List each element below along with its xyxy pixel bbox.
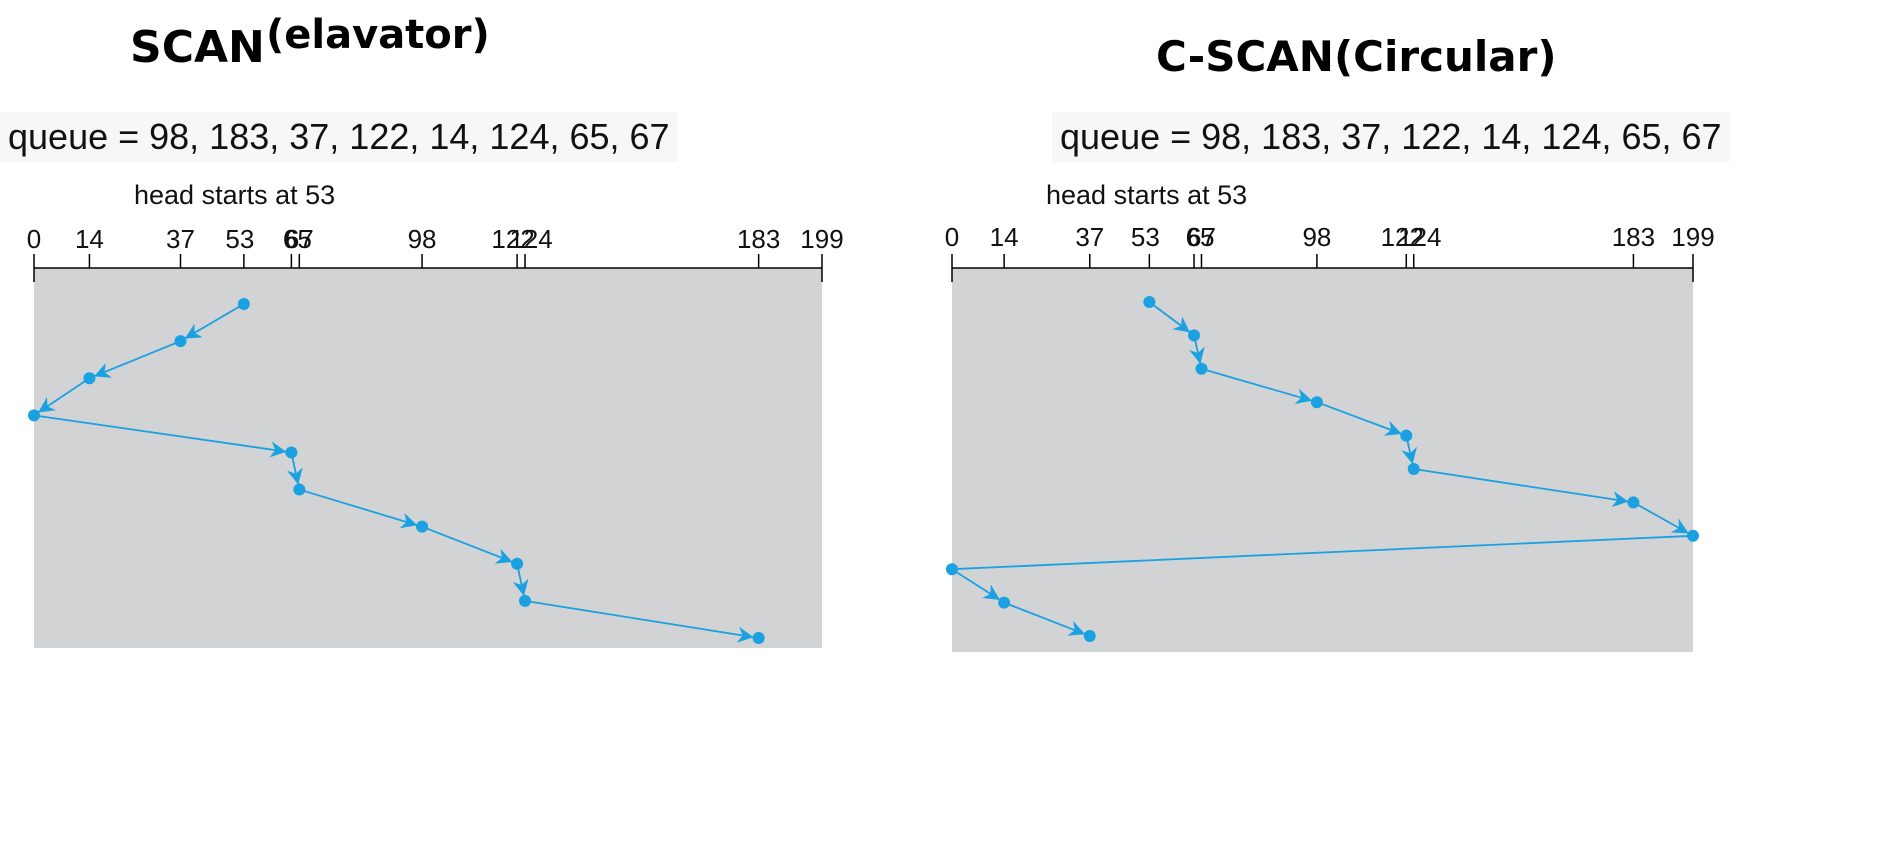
cscan-tick-label-65: 65 (1186, 222, 1215, 252)
scan-request-point-37 (174, 335, 187, 348)
cscan-path-segment (1316, 401, 1402, 436)
scan-path-segment (37, 377, 90, 414)
scan-request-point-67 (293, 483, 306, 496)
scan-request-point-65 (285, 446, 298, 459)
scan-path-segment (524, 600, 754, 643)
cscan-request-point-37 (1083, 630, 1096, 642)
scan-tick-label-65: 65 (283, 224, 312, 254)
cscan-request-point-124 (1407, 463, 1420, 475)
cscan-plot-area (952, 268, 1693, 652)
scan-tick-label-122: 122 (491, 224, 534, 254)
scan-title: SCAN (130, 22, 265, 73)
cscan-request-point-0 (946, 563, 958, 576)
cscan-queue-text: queue = 98, 183, 37, 122, 14, 124, 65, 6… (1052, 112, 1730, 162)
cscan-path-segment (1148, 301, 1191, 334)
cscan-path-segment (951, 534, 1694, 571)
scan-tick-label-14: 14 (75, 224, 104, 254)
cscan-tick-label-183: 183 (1612, 222, 1655, 252)
scan-title-suffix: (elavator) (266, 12, 490, 58)
scan-tick-label-124: 124 (509, 224, 552, 254)
scan-tick-label-0: 0 (27, 224, 41, 254)
scan-tick-label-98: 98 (408, 224, 437, 254)
scan-request-point-98 (416, 520, 429, 533)
cscan-path-segment (951, 568, 1001, 601)
scan-path-segment (421, 525, 513, 564)
scan-request-point-14 (83, 372, 96, 385)
cscan-request-point-98 (1310, 396, 1323, 409)
cscan-request-point-14 (998, 596, 1011, 609)
cscan-path-segment (1201, 367, 1313, 405)
scan-plot-area (34, 268, 822, 648)
scan-path-segment (93, 340, 181, 378)
scan-panel: SCAN (elavator) queue = 98, 183, 37, 122… (0, 0, 860, 700)
cscan-request-point-183 (1627, 496, 1640, 509)
scan-request-point-124 (519, 594, 532, 607)
cscan-tick-label-122: 122 (1381, 222, 1424, 252)
cscan-tick-label-0: 0 (945, 222, 959, 252)
scan-tick-label-37: 37 (166, 224, 195, 254)
cscan-request-point-122 (1400, 429, 1413, 442)
scan-request-point-122 (511, 557, 524, 570)
cscan-tick-label-37: 37 (1075, 222, 1104, 252)
scan-request-point-0 (28, 409, 40, 422)
cscan-tick-label-53: 53 (1131, 222, 1160, 252)
cscan-head-start-label: head starts at 53 (1046, 180, 1248, 210)
scan-path-segment (184, 303, 245, 340)
cscan-request-point-67 (1195, 362, 1208, 375)
cscan-tick-label-98: 98 (1302, 222, 1331, 252)
scan-request-point-53 (237, 298, 250, 310)
cscan-path-segment (1413, 468, 1629, 508)
cscan-request-point-65 (1188, 329, 1201, 342)
cscan-tick-label-124: 124 (1398, 222, 1441, 252)
cscan-title: C-SCAN(Circular) (1156, 32, 1557, 81)
cscan-request-point-199 (1687, 529, 1699, 542)
scan-queue-text: queue = 98, 183, 37, 122, 14, 124, 65, 6… (0, 112, 678, 162)
cscan-tick-label-199: 199 (1671, 222, 1714, 252)
cscan-path-segment (1632, 501, 1690, 535)
cscan-tick-label-14: 14 (990, 222, 1019, 252)
scan-path-segment (33, 414, 287, 458)
cscan-panel: C-SCAN(Circular) queue = 98, 183, 37, 12… (920, 0, 1820, 700)
scan-tick-label-53: 53 (225, 224, 254, 254)
scan-request-point-183 (752, 632, 765, 644)
scan-tick-label-67: 67 (285, 224, 314, 254)
cscan-tick-label-67: 67 (1187, 222, 1216, 252)
cscan-path-segment (1003, 601, 1086, 636)
scan-tick-label-183: 183 (737, 224, 780, 254)
scan-path-segment (299, 488, 418, 529)
scan-head-start-label: head starts at 53 (134, 180, 336, 210)
scan-tick-label-199: 199 (800, 224, 843, 254)
cscan-request-point-53 (1143, 296, 1156, 308)
